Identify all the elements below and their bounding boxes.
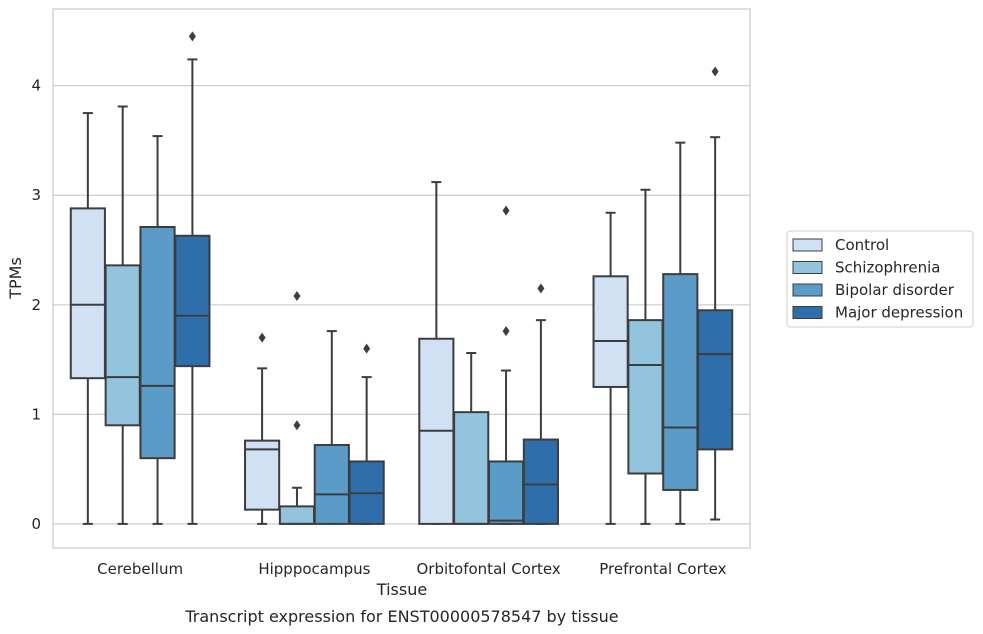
y-axis-title: TPMs [6, 257, 25, 300]
box [244, 439, 281, 511]
x-tick-label: Cerebellum [97, 560, 183, 578]
box-plot-group [418, 181, 455, 525]
box [697, 309, 734, 451]
y-tick-label: 4 [31, 77, 41, 95]
x-axis-ticks: Cerebellum Hipppocampus Orbitofontal Corte… [97, 560, 726, 578]
box-plot-group [244, 332, 281, 525]
box [453, 411, 490, 525]
box-plot-group [348, 343, 385, 525]
box [139, 226, 176, 460]
box [487, 460, 525, 525]
box-plot-group [174, 31, 211, 525]
box-plot-group [278, 291, 316, 525]
box-plot-group [453, 351, 490, 525]
outlier-point [502, 205, 510, 216]
boxes-layer [69, 31, 734, 525]
legend-swatch [792, 306, 823, 319]
box-plot-group [627, 188, 664, 525]
box-plot-group [592, 211, 629, 525]
outlier-point [293, 420, 301, 431]
outlier-point [502, 326, 510, 337]
y-tick-label: 1 [31, 405, 41, 423]
x-tick-label: Prefrontal Cortex [599, 560, 726, 578]
box-plot-group [104, 105, 141, 525]
box-plot-group [487, 205, 525, 525]
outlier-point [188, 31, 196, 42]
box-plot-group [697, 66, 734, 521]
box [662, 273, 699, 491]
x-axis-title: Tissue [376, 580, 427, 599]
y-tick-label: 2 [31, 296, 41, 314]
legend: Control Schizophrenia Bipolar disorder Majo… [786, 230, 974, 328]
legend-swatch [792, 238, 823, 252]
outlier-point [258, 332, 266, 343]
box-plot-group [313, 330, 350, 525]
box [174, 234, 211, 368]
x-tick-label: Hipppocampus [258, 560, 370, 578]
box [522, 438, 559, 525]
y-tick-label: 0 [31, 515, 41, 533]
outlier-point [363, 343, 371, 354]
box-plot-group [522, 283, 559, 525]
legend-label: Schizophrenia [835, 259, 940, 277]
legend-label: Control [835, 236, 889, 254]
x-tick-label: Orbitofontal Cortex [417, 560, 561, 578]
legend-label: Bipolar disorder [835, 281, 955, 299]
box [592, 275, 629, 388]
y-tick-label: 3 [31, 186, 41, 204]
box [69, 207, 106, 380]
outlier-point [711, 66, 719, 77]
outlier-point [537, 283, 545, 294]
box [278, 505, 316, 525]
box [627, 319, 664, 475]
box-plot-group [662, 141, 699, 525]
y-axis-ticks: 0 1 2 3 4 [31, 77, 41, 533]
legend-frame [786, 230, 974, 328]
box [104, 264, 141, 427]
outlier-point [293, 291, 301, 302]
figure-caption: Transcript expression for ENST0000057854… [184, 607, 618, 626]
plot-frame [52, 8, 751, 549]
legend-swatch [792, 283, 823, 297]
box-plot-group [69, 112, 106, 525]
legend-label: Major depression [835, 304, 963, 322]
box-plot-group [139, 135, 176, 525]
box [313, 444, 350, 525]
legend-swatch [792, 261, 823, 274]
